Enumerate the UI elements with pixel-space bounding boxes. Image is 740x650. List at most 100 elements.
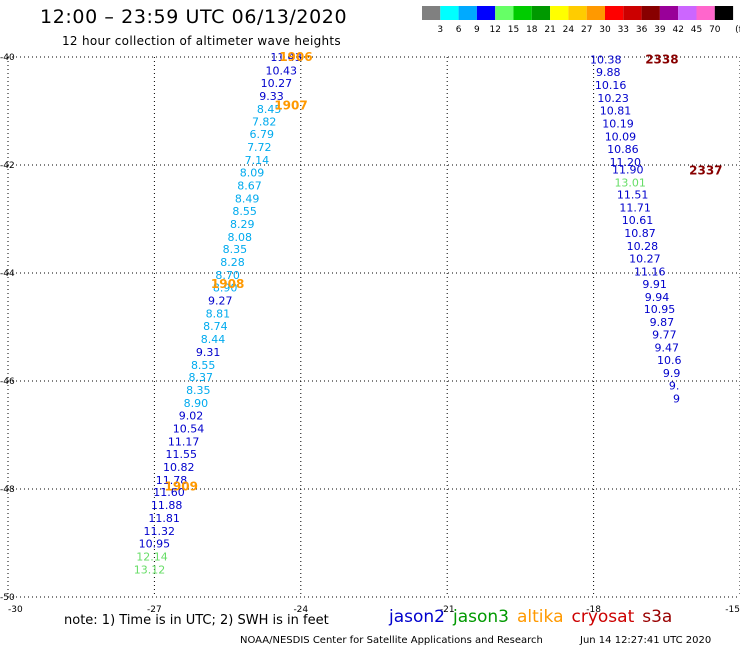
wave-height-label: 10.16 xyxy=(595,79,627,92)
y-tick-label: -50 xyxy=(0,593,15,603)
wave-height-label: 8.29 xyxy=(230,218,255,231)
colorbar-swatch xyxy=(605,6,624,20)
colorbar-swatch xyxy=(714,6,734,20)
pass-time-label: 1908 xyxy=(211,277,244,291)
colorbar-swatch xyxy=(659,6,679,20)
wave-height-label: 12.14 xyxy=(136,551,168,564)
footer-timestamp: Jun 14 12:27:41 UTC 2020 xyxy=(580,635,712,646)
wave-height-label: 10.87 xyxy=(624,227,656,240)
wave-height-label: 9.27 xyxy=(208,295,233,308)
wave-height-label: 10.95 xyxy=(644,303,676,316)
colorbar-label: 39 xyxy=(654,25,666,35)
axes: -40 -42 -44 -46 -48 -50 -30 -27 -24 -21 -18 -15 xyxy=(0,53,740,615)
y-tick-label: -44 xyxy=(0,269,15,279)
wave-height-label: 8.44 xyxy=(201,333,226,346)
wave-height-label: 8.28 xyxy=(220,256,245,269)
colorbar-swatch xyxy=(531,6,551,20)
colorbar-swatch xyxy=(568,6,587,20)
colorbar-label: 9 xyxy=(474,25,480,35)
wave-height-label: 11.55 xyxy=(165,448,197,461)
wave-height-label: 10.23 xyxy=(597,92,629,105)
legend-item-altika: altika xyxy=(517,607,564,627)
legend-item-jason2: jason2 xyxy=(389,607,445,627)
y-tick-label: -42 xyxy=(0,161,15,171)
wave-height-label: 13.12 xyxy=(134,563,166,576)
colorbar-swatch xyxy=(495,6,514,20)
wave-height-label: 6.79 xyxy=(250,128,275,141)
colorbar-swatch xyxy=(678,6,697,20)
wave-height-label: 11.51 xyxy=(617,189,649,202)
wave-height-label: 9.02 xyxy=(179,410,204,423)
wave-height-label: 9.87 xyxy=(650,316,675,329)
wave-height-label: 9.88 xyxy=(596,66,621,79)
legend-item-jason3: jason3 xyxy=(453,607,509,627)
wave-height-label: 8.45 xyxy=(257,103,282,116)
wave-height-label: 11.90 xyxy=(612,163,644,176)
wave-height-label: 10.43 xyxy=(266,65,298,78)
wave-height-label: 8.55 xyxy=(191,359,216,372)
wave-height-label: 8.55 xyxy=(232,205,257,218)
wave-height-label: 10.82 xyxy=(163,461,195,474)
colorbar-swatch xyxy=(550,6,569,20)
colorbar-swatch xyxy=(641,6,660,20)
legend-item-s3a: s3a xyxy=(642,607,673,627)
colorbar-label: 12 xyxy=(489,25,500,35)
wave-height-label: 10.27 xyxy=(629,252,661,265)
colorbar-swatch xyxy=(422,6,441,20)
colorbar-swatch xyxy=(623,6,642,20)
x-tick-label: -21 xyxy=(440,605,455,615)
wave-height-label: 13.01 xyxy=(614,176,646,189)
wave-height-label: 10.09 xyxy=(605,130,637,143)
pass-time-label: 1907 xyxy=(274,99,307,113)
wave-height-label: 11.20 xyxy=(610,156,642,169)
colorbar-label: 42 xyxy=(672,25,683,35)
wave-height-label: 8.35 xyxy=(223,243,248,256)
wave-height-label: 11.78 xyxy=(156,474,188,487)
colorbar-label: 6 xyxy=(456,25,462,35)
wave-height-label: 8.09 xyxy=(240,167,265,180)
chart-subtitle: 12 hour collection of altimeter wave hei… xyxy=(62,34,341,48)
legend-item-cryosat: cryosat xyxy=(571,607,635,627)
wave-height-label: 11.60 xyxy=(153,486,185,499)
wave-height-label: 11.32 xyxy=(144,525,176,538)
wave-height-label: 7.14 xyxy=(245,154,270,167)
wave-height-label: 10.61 xyxy=(622,214,654,227)
wave-height-label: 7.72 xyxy=(247,141,272,154)
wave-height-label: 11.81 xyxy=(148,512,180,525)
colorbar-label: 3 xyxy=(437,25,443,35)
wave-height-label: 10.81 xyxy=(600,104,632,117)
wave-height-label: 8.90 xyxy=(184,397,209,410)
colorbar-swatch xyxy=(513,6,532,20)
colorbar-label: 21 xyxy=(544,25,555,35)
footer-agency: NOAA/NESDIS Center for Satellite Applica… xyxy=(240,635,543,646)
colorbar-label: 33 xyxy=(618,25,629,35)
colorbar-label: 36 xyxy=(636,25,648,35)
units-note: note: 1) Time is in UTC; 2) SWH is in fe… xyxy=(64,613,329,628)
pass-time-label: 2337 xyxy=(689,163,722,177)
colorbar-swatch xyxy=(586,6,605,20)
wave-height-label: 10.38 xyxy=(590,54,622,67)
colorbar-label: 30 xyxy=(599,25,611,35)
y-tick-label: -48 xyxy=(0,485,15,495)
x-tick-label: -18 xyxy=(586,605,601,615)
pass-time-label: 2338 xyxy=(645,53,678,67)
chart-title: 12:00 – 23:59 UTC 06/13/2020 xyxy=(40,6,348,28)
wave-height-label: 9.9 xyxy=(663,367,681,380)
x-tick-label: -30 xyxy=(8,605,23,615)
wave-height-label: 11.88 xyxy=(151,499,183,512)
wave-height-label: 8.37 xyxy=(189,371,214,384)
wave-height-label: 8.74 xyxy=(203,320,228,333)
colorbar-label: 45 xyxy=(691,25,702,35)
satellite-legend: jason2 jason3 altika cryosat s3a xyxy=(389,607,680,627)
wave-height-label: 8.35 xyxy=(186,384,211,397)
wave-height-label: 11.71 xyxy=(619,202,651,215)
colorbar-swatch xyxy=(440,6,459,20)
wave-height-label: 10.95 xyxy=(139,538,171,551)
wave-height-label: 10.19 xyxy=(602,117,634,130)
wave-height-label: 7.82 xyxy=(252,115,277,128)
wave-height-label: 10.54 xyxy=(173,423,205,436)
wave-height-label: 9.91 xyxy=(642,278,667,291)
wave-height-label: 9. xyxy=(669,379,680,392)
